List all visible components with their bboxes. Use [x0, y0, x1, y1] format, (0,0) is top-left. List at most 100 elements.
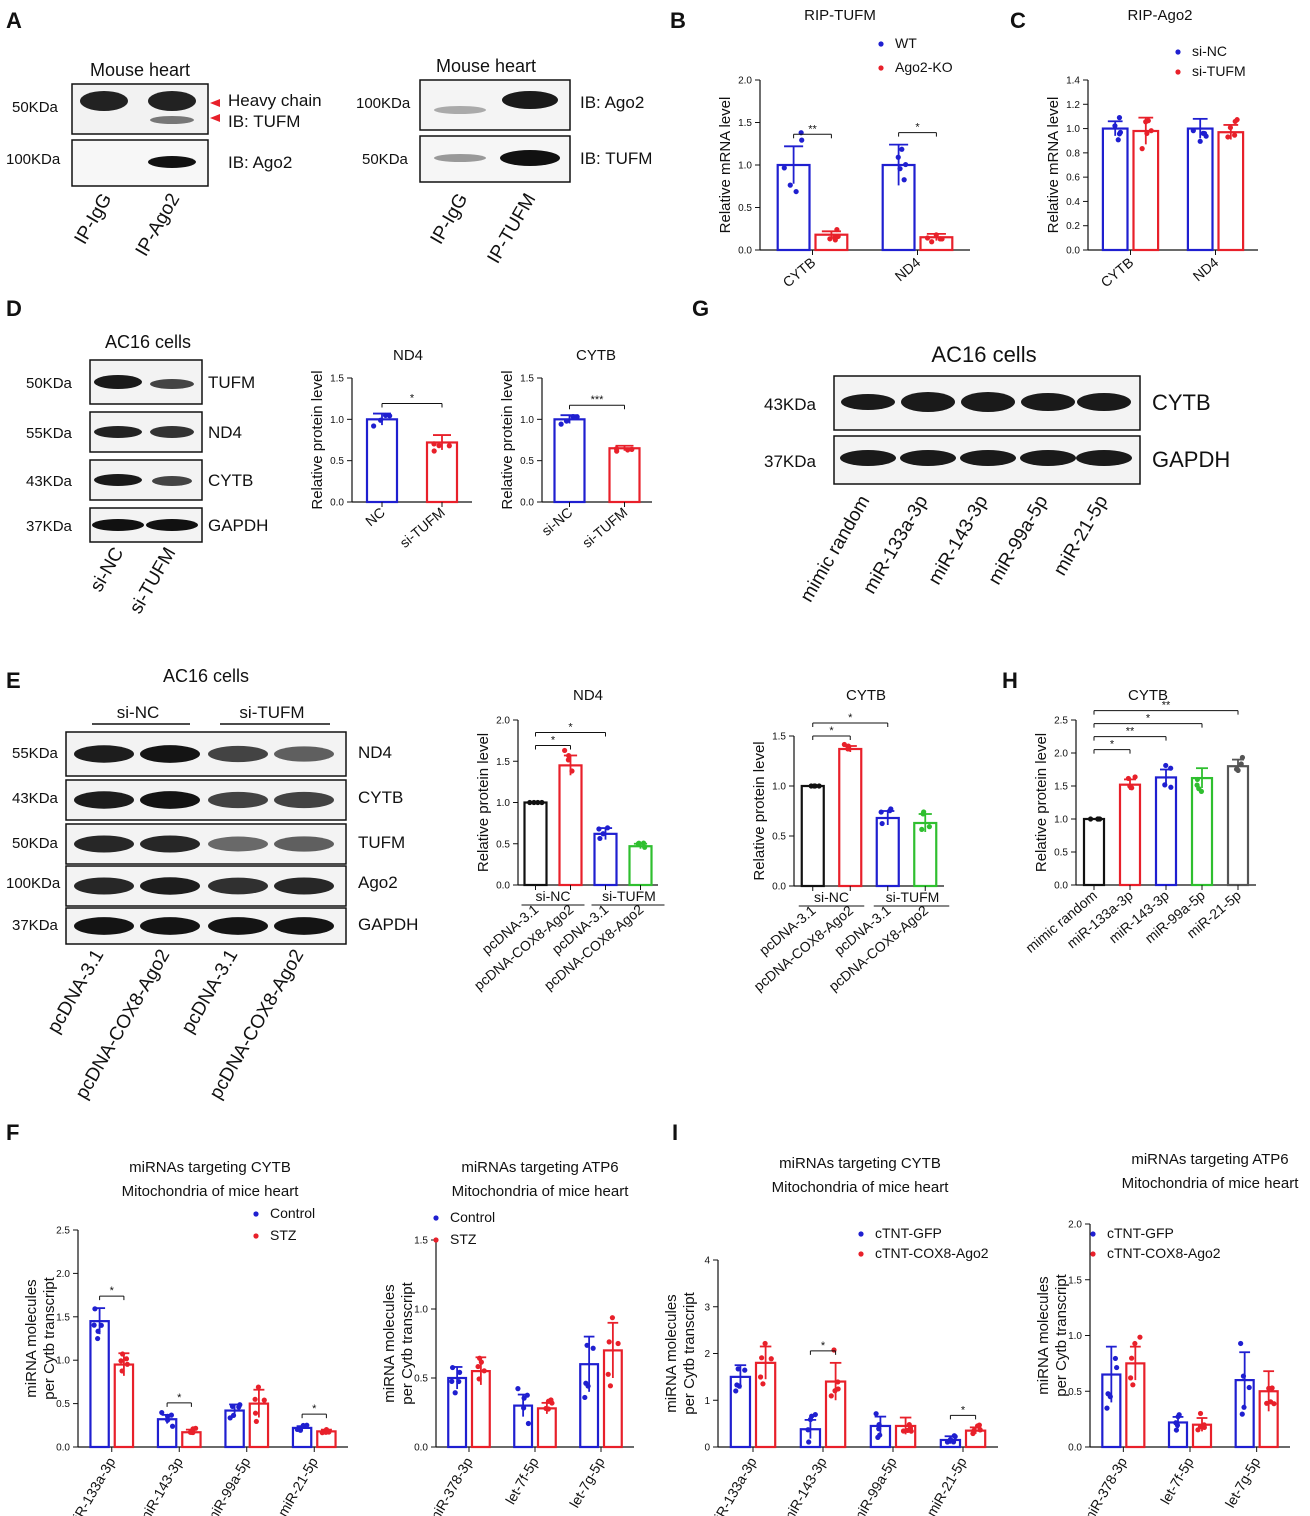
data-point [382, 412, 389, 419]
blot-band [74, 791, 134, 809]
sig-label: * [551, 734, 556, 746]
blot-band [152, 476, 192, 486]
data-point [1139, 146, 1145, 152]
blot-band [274, 746, 334, 762]
group-label: si-NC [814, 889, 849, 905]
data-point [446, 443, 452, 449]
legend-label: STZ [270, 1227, 297, 1243]
blot-d-lane: si-TUFM [126, 544, 181, 618]
y-tick-label: 2.0 [738, 76, 752, 87]
data-point [1097, 816, 1103, 822]
data-point [939, 236, 945, 242]
y-tick-label: 2.0 [1068, 1220, 1082, 1231]
blot-band [208, 791, 268, 809]
blot-e-label: TUFM [358, 833, 405, 852]
bar [913, 821, 938, 888]
blot-a1-lane: IP-Ago2 [132, 190, 185, 260]
data-point [807, 1416, 814, 1423]
panel-label-e: E [6, 668, 21, 693]
data-point [584, 1342, 590, 1348]
data-point [1264, 1400, 1270, 1406]
blot-d: AC16 cells 50KDa 55KDa 43KDa 37KDa TUFM … [26, 332, 268, 618]
data-point [1168, 765, 1174, 771]
sig-label: * [961, 1404, 966, 1416]
x-tick-label: ND4 [1190, 254, 1222, 284]
blot-band [274, 791, 334, 809]
bar [553, 418, 586, 504]
y-tick-label: 2.5 [1054, 716, 1068, 727]
blot-band [74, 745, 134, 763]
panel-label-a: A [6, 8, 22, 33]
chart-title: miRNAs targeting ATP6 [1131, 1151, 1288, 1168]
data-point [325, 1428, 332, 1435]
data-point [1125, 775, 1131, 782]
y-tick-label: 0.5 [738, 203, 752, 214]
data-point [605, 1371, 611, 1377]
blot-e-label: GAPDH [358, 915, 418, 934]
blot-e-marker: 50KDa [12, 835, 59, 852]
data-point [828, 1393, 834, 1399]
group-label: si-TUFM [602, 888, 656, 904]
data-point [119, 1351, 126, 1357]
legend-marker [1175, 69, 1181, 75]
chart-f2: miRNAs targeting ATP6 Mitochondria of mic… [381, 1159, 634, 1516]
data-point [1104, 1405, 1110, 1411]
data-point [1266, 1385, 1272, 1391]
data-point [95, 1335, 101, 1342]
legend-marker [858, 1251, 864, 1257]
y-tick-label: 2.5 [56, 1226, 70, 1237]
x-tick-label: si-TUFM [579, 504, 630, 551]
y-tick-label: 1.5 [520, 374, 534, 385]
blot-e-marker: 43KDa [12, 790, 59, 807]
data-point [768, 1356, 774, 1362]
y-tick-label: 0.6 [1066, 173, 1080, 184]
data-point [908, 1428, 914, 1434]
x-tick-label: let-7g-5p [1222, 1454, 1264, 1510]
y-tick-label: 0.0 [496, 881, 510, 892]
y-tick-label: 1.5 [738, 118, 752, 129]
y-tick-label: 1.5 [1054, 782, 1068, 793]
data-point [597, 835, 603, 842]
y-tick-label: 0.5 [496, 839, 510, 850]
data-point [901, 177, 907, 183]
data-point [607, 1383, 614, 1389]
bar [365, 418, 399, 504]
blot-band [901, 392, 955, 412]
bar [425, 441, 459, 504]
chart-title: CYTB [576, 347, 616, 364]
legend-marker [433, 1237, 439, 1243]
y-tick-label: 1.5 [330, 374, 344, 385]
y-tick-label: 0.5 [520, 456, 534, 467]
chart-title: ND4 [393, 347, 423, 364]
blot-a2-marker: 50KDa [362, 151, 409, 168]
data-point [926, 824, 932, 830]
blot-e-group: si-TUFM [239, 703, 304, 722]
data-point [1235, 767, 1241, 773]
y-tick-label: 1.0 [520, 415, 534, 426]
panel-label-i: I [672, 1120, 678, 1145]
y-tick-label: 0.2 [1066, 221, 1080, 232]
y-tick-label: 0.0 [772, 882, 786, 893]
bar [800, 784, 825, 888]
data-point [845, 746, 851, 752]
data-point [558, 421, 564, 427]
blot-d-label: GAPDH [208, 516, 268, 535]
bar [536, 1407, 557, 1449]
sig-label: * [821, 1340, 826, 1352]
blot-band [140, 917, 200, 935]
data-point [431, 448, 437, 454]
chart-title: miRNAs targeting ATP6 [461, 1159, 618, 1176]
blot-band [80, 91, 128, 111]
chart-title: miRNAs targeting CYTB [129, 1159, 291, 1176]
y-axis-label: miRNA molecules [663, 1294, 680, 1412]
data-point [827, 236, 833, 242]
legend-marker [253, 1233, 259, 1239]
data-point [261, 1397, 267, 1403]
arrow-icon [210, 99, 220, 107]
data-point [119, 1368, 125, 1374]
data-point [835, 233, 841, 240]
blot-band [1020, 450, 1076, 466]
data-point [832, 237, 838, 243]
blot-band [94, 426, 142, 438]
